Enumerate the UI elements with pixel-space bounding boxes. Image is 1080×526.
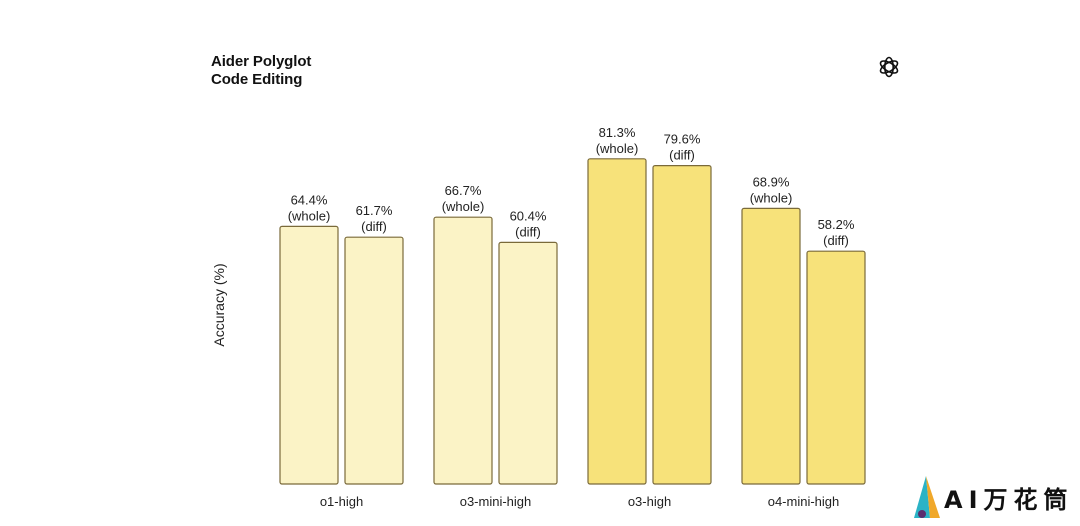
openai-knot-icon (879, 56, 899, 78)
category-label-o4-mini-high: o4-mini-high (768, 494, 840, 509)
category-label-o3-mini-high: o3-mini-high (460, 494, 532, 509)
bars-layer: 64.4%(whole) 61.7%(diff)o1-high66.7%(whol… (279, 125, 866, 509)
bar-value-label: 60.4% (510, 208, 547, 223)
bar-o3-mini-high-whole (433, 216, 493, 485)
bar-o1-high-diff (344, 236, 404, 485)
y-axis-label: Accuracy (%) (211, 263, 227, 346)
bar-value-label: 81.3% (599, 125, 636, 140)
bar-value-label: 64.4% (291, 192, 328, 207)
category-label-o3-high: o3-high (628, 494, 671, 509)
bar-value-label: 68.9% (753, 174, 790, 189)
bar-o3-mini-high-diff (498, 241, 558, 485)
chart-title-line-1: Aider Polyglot (211, 53, 312, 70)
bar-mode-label: (whole) (288, 208, 331, 223)
bar-o4-mini-high-diff (806, 250, 866, 485)
bar-o3-high-diff (652, 165, 712, 485)
bar-value-label: 61.7% (356, 203, 393, 218)
sail-icon (914, 476, 940, 518)
bar-value-label: 58.2% (818, 217, 855, 232)
bar-o1-high-whole (279, 225, 339, 485)
bar-mode-label: (whole) (442, 199, 485, 214)
bar-value-label: 79.6% (664, 132, 701, 147)
bar-mode-label: (diff) (515, 224, 541, 239)
category-label-o1-high: o1-high (320, 494, 363, 509)
bar-o4-mini-high-whole (741, 207, 801, 485)
bar-mode-label: (diff) (361, 219, 387, 234)
bar-mode-label: (whole) (750, 190, 793, 205)
bar-mode-label: (whole) (596, 141, 639, 156)
bar-mode-label: (diff) (669, 148, 695, 163)
chart-title-line-2: Code Editing (211, 71, 303, 88)
watermark: AI万花筒 (914, 476, 1070, 518)
watermark-text: AI万花筒 (944, 486, 1070, 514)
bar-mode-label: (diff) (823, 233, 849, 248)
chart-title: Aider Polyglot Code Editing (211, 53, 311, 89)
bar-o3-high-whole (587, 158, 647, 485)
bar-value-label: 66.7% (445, 183, 482, 198)
